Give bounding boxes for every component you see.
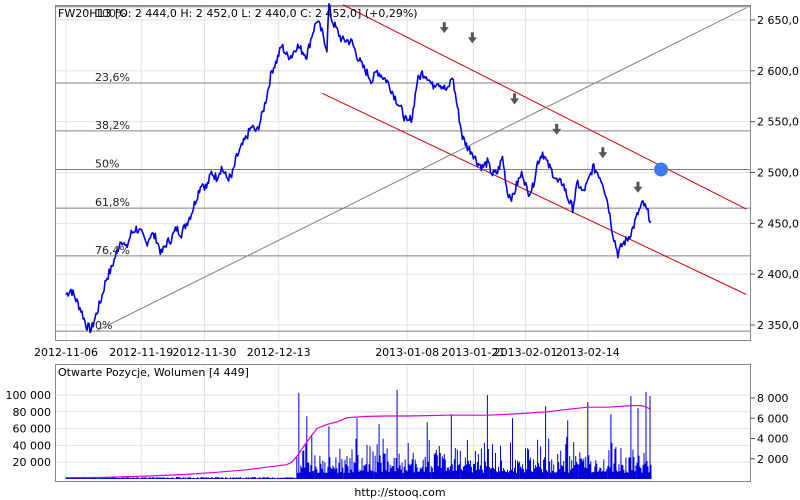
down-arrow-icon (598, 147, 608, 159)
y-tick-label: 2 650,0 (757, 14, 799, 27)
down-arrow-icon (552, 123, 562, 135)
volume-bar-set (65, 389, 652, 479)
x-tick-label: 2012-12-13 (247, 346, 311, 359)
x-tick-label: 2013-01-21 (441, 346, 505, 359)
y-tick-label: 2 600,0 (757, 65, 799, 78)
open-interest-line-path (65, 404, 652, 479)
x-tick-label: 2012-11-06 (34, 346, 98, 359)
volume-left-tick-label: 40 000 (13, 439, 52, 452)
volume-right-tick-label: 6 000 (757, 412, 789, 425)
y-tick-label: 2 500,0 (757, 167, 799, 180)
x-tick-label: 2013-01-08 (375, 346, 439, 359)
price-x-axis: 2012-11-06 2012-11-19 2012-11-30 2012-12-13… (34, 346, 620, 359)
fib-level-label: 50% (95, 157, 119, 170)
price-gridlines (56, 6, 750, 340)
y-tick-label: 2 400,0 (757, 268, 799, 281)
fib-level-label: 61,8% (95, 196, 130, 209)
arrow-markers (439, 22, 643, 193)
y-tick-label: 2 550,0 (757, 116, 799, 129)
price-line (65, 3, 652, 334)
down-arrow-icon (467, 32, 477, 44)
volume-title: Otwarte Pozycje, Wolumen [4 449] (58, 366, 249, 379)
footer-url[interactable]: http://stooq.com (354, 486, 445, 499)
fib-level-label: 76,4% (95, 244, 130, 257)
volume-left-tick-label: 60 000 (13, 423, 52, 436)
volume-bars (65, 389, 652, 479)
volume-right-tick-label: 2 000 (757, 453, 789, 466)
fibonacci-levels: 100% 23,6% 38,2% 50% 61,8% 76,4% 0% (56, 6, 750, 332)
volume-left-tick-label: 100 000 (6, 389, 52, 402)
x-tick-label: 2013-02-14 (556, 346, 620, 359)
fib-level-label: 23,6% (95, 71, 130, 84)
x-tick-label: 2012-11-30 (173, 346, 237, 359)
y-tick-label: 2 350,0 (757, 319, 799, 332)
down-arrow-icon (633, 181, 643, 193)
trend-channel-lines (95, 4, 747, 332)
x-tick-label: 2013-02-01 (494, 346, 558, 359)
volume-right-axis: 8 000 6 000 4 000 2 000 (750, 392, 789, 466)
volume-left-tick-label: 80 000 (13, 406, 52, 419)
trend-line (95, 7, 747, 332)
highlight-point (654, 162, 669, 177)
volume-panel: 100 000 80 000 60 000 40 000 20 000 8 000 6 0… (6, 364, 789, 482)
volume-right-tick-label: 4 000 (757, 433, 789, 446)
volume-left-tick-label: 20 000 (13, 456, 52, 469)
volume-right-tick-label: 8 000 (757, 392, 789, 405)
down-arrow-icon (510, 93, 520, 105)
fib-level-label: 0% (95, 319, 112, 332)
fib-level-label: 38,2% (95, 119, 130, 132)
y-tick-label: 2 450,0 (757, 217, 799, 230)
price-series (65, 3, 652, 334)
volume-left-axis: 100 000 80 000 60 000 40 000 20 000 (6, 389, 52, 469)
channel-line (321, 92, 747, 295)
open-interest-line (65, 404, 652, 479)
fib-level-label: 100% (95, 7, 126, 20)
price-panel: 100%23,6%38,2%50%61,8%76,4%0% 2 650,02 6… (34, 3, 799, 359)
x-tick-label: 2012-11-19 (109, 346, 173, 359)
highlight-dot (654, 162, 669, 177)
price-y-axis: 2 650,0 2 600,0 2 550,0 2 500,0 2 450,0 2 400… (750, 14, 799, 332)
channel-line (342, 4, 747, 210)
ohlc-header: FW20H13 [O: 2 444,0 H: 2 452,0 L: 2 440,… (58, 7, 418, 20)
down-arrow-icon (439, 22, 449, 34)
